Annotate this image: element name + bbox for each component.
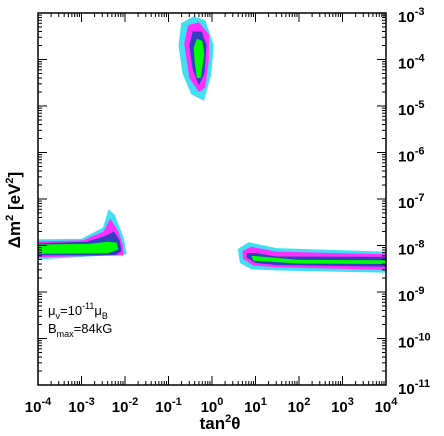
annotation-line-1: μν=10-11μB — [48, 301, 108, 321]
y-tick-label: 10-6 — [398, 146, 424, 166]
x-tick-label: 103 — [331, 396, 354, 416]
x-tick-label: 102 — [288, 396, 311, 416]
large-mixing-level-4 — [193, 38, 205, 78]
y-tick-label: 10-7 — [398, 192, 424, 212]
x-tick-label: 104 — [375, 396, 399, 416]
y-tick-label: 10-9 — [398, 285, 424, 305]
x-tick-label: 10-2 — [112, 396, 138, 416]
region-large-mixing — [178, 16, 214, 101]
y-axis-title: Δm2 [eV2] — [4, 172, 24, 248]
x-tick-label: 10-4 — [25, 396, 52, 416]
y-tick-label: 10-5 — [398, 99, 424, 119]
region-small-mixing — [38, 209, 127, 260]
y-tick-label: 10-3 — [398, 6, 424, 26]
x-tick-label: 10-3 — [68, 396, 94, 416]
small-mixing-level-4 — [38, 241, 119, 254]
x-tick-label: 10-1 — [155, 396, 181, 416]
y-tick-label: 10-11 — [398, 378, 430, 398]
high-tan-level-4 — [251, 255, 386, 264]
x-axis-title: tan2θ — [200, 413, 241, 433]
exclusion-regions — [38, 16, 386, 273]
annotation: μν=10-11μB Bmax=84kG — [48, 301, 112, 339]
x-tick-label: 100 — [201, 396, 224, 416]
region-high-tan — [237, 242, 386, 273]
y-tick-label: 10-10 — [398, 332, 431, 352]
y-tick-labels: 10-3 10-4 10-5 10-6 10-7 10-8 10-9 10-10 10-11 — [398, 6, 431, 398]
plot-frame — [37, 12, 387, 386]
y-tick-label: 10-4 — [398, 53, 425, 73]
x-tick-labels: 10-4 10-3 10-2 10-1 100 101 102 103 104 — [25, 396, 399, 416]
annotation-line-2: Bmax=84kG — [48, 321, 112, 339]
y-tick-label: 10-8 — [398, 239, 424, 259]
x-tick-label: 101 — [244, 396, 267, 416]
